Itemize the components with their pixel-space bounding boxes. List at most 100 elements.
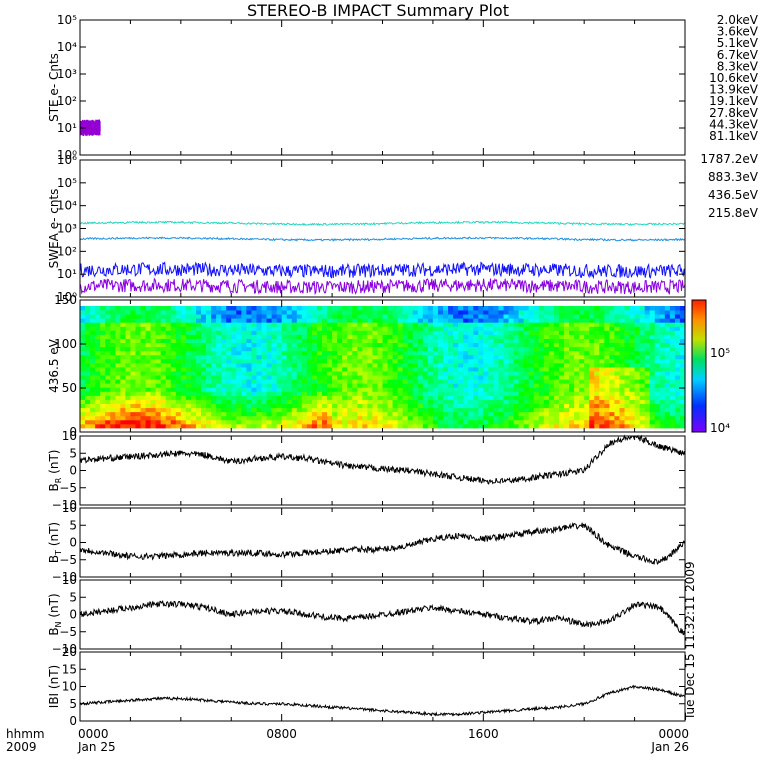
heatmap-cell (458, 326, 464, 331)
heatmap-cell (432, 342, 439, 348)
heatmap-cell (130, 330, 136, 335)
heatmap-cell (226, 306, 232, 311)
heatmap-cell (327, 411, 333, 417)
heatmap-cell (463, 326, 469, 331)
heatmap-cell (286, 367, 293, 372)
heatmap-cell (301, 326, 308, 331)
heatmap-cell (291, 354, 298, 360)
heatmap-cell (352, 371, 358, 376)
heatmap-cell (453, 407, 459, 413)
heatmap-cell (110, 330, 116, 335)
heatmap-cell (634, 306, 641, 311)
heatmap-cell (105, 342, 111, 348)
heatmap-cell (407, 407, 414, 413)
heatmap-cell (301, 310, 308, 315)
heatmap-cell (382, 354, 388, 360)
heatmap-cell (175, 318, 182, 323)
heatmap-cell (427, 403, 434, 409)
heatmap-cell (584, 310, 590, 315)
heatmap-cell (170, 306, 177, 311)
heatmap-cell (513, 338, 520, 343)
heatmap-cell (160, 403, 167, 409)
heatmap-cell (327, 415, 333, 421)
heatmap-cell (216, 306, 222, 311)
ytick-label: 10¹ (57, 121, 77, 135)
heatmap-cell (135, 330, 141, 335)
heatmap-cell (397, 358, 404, 364)
heatmap-cell (553, 415, 560, 421)
heatmap-cell (659, 330, 666, 335)
heatmap-cell (397, 387, 404, 392)
heatmap-cell (105, 395, 111, 400)
heatmap-cell (518, 346, 525, 352)
heatmap-cell (165, 346, 172, 352)
heatmap-cell (165, 399, 172, 404)
heatmap-cell (266, 350, 272, 356)
heatmap-cell (170, 399, 177, 404)
heatmap-cell (291, 338, 298, 343)
heatmap-cell (201, 391, 207, 396)
heatmap-cell (679, 415, 686, 421)
heatmap-cell (271, 403, 278, 409)
heatmap-cell (85, 334, 91, 339)
heatmap-cell (538, 407, 545, 413)
ytick-label: 100 (54, 337, 77, 351)
heatmap-cell (473, 338, 479, 343)
heatmap-cell (604, 306, 610, 311)
heatmap-cell (407, 338, 414, 343)
heatmap-cell (392, 330, 399, 335)
heatmap-cell (115, 362, 121, 368)
heatmap-cell (291, 387, 298, 392)
heatmap-cell (669, 330, 676, 335)
heatmap-cell (125, 367, 131, 372)
heatmap-cell (422, 391, 429, 396)
heatmap-cell (316, 403, 323, 409)
heatmap-cell (599, 383, 605, 388)
heatmap-cell (130, 379, 136, 384)
heatmap-cell (639, 415, 646, 421)
heatmap-cell (367, 342, 373, 348)
heatmap-cell (276, 314, 283, 319)
heatmap-cell (644, 423, 651, 429)
heatmap-cell (674, 399, 681, 404)
heatmap-cell (241, 362, 247, 368)
heatmap-cell (140, 358, 146, 364)
heatmap-cell (523, 379, 530, 384)
heatmap-cell (190, 358, 197, 364)
heatmap-cell (674, 330, 681, 335)
heatmap-cell (241, 338, 247, 343)
heatmap-cell (634, 362, 641, 368)
heatmap-cell (85, 415, 91, 421)
heatmap-cell (533, 330, 540, 335)
ytick-label: 10¹ (57, 267, 77, 281)
heatmap-cell (528, 334, 535, 339)
heatmap-cell (115, 346, 121, 352)
heatmap-cell (140, 367, 146, 372)
heatmap-cell (145, 407, 151, 413)
heatmap-cell (185, 310, 192, 315)
heatmap-cell (664, 350, 671, 356)
heatmap-cell (538, 334, 545, 339)
heatmap-cell (377, 415, 383, 421)
heatmap-cell (402, 350, 409, 356)
heatmap-cell (558, 391, 565, 396)
heatmap-cell (261, 342, 267, 348)
heatmap-cell (594, 395, 600, 400)
heatmap-cell (609, 419, 615, 425)
heatmap-cell (422, 367, 429, 372)
heatmap-cell (644, 379, 651, 384)
heatmap-cell (256, 371, 262, 376)
heatmap-cell (564, 346, 570, 352)
heatmap-cell (377, 322, 383, 327)
heatmap-cell (140, 419, 146, 425)
heatmap-cell (332, 395, 338, 400)
heatmap-cell (195, 403, 202, 409)
heatmap-cell (357, 306, 363, 311)
heatmap-cell (619, 419, 625, 425)
heatmap-cell (347, 330, 353, 335)
heatmap-cell (190, 342, 197, 348)
heatmap-cell (644, 306, 651, 311)
heatmap-cell (266, 399, 272, 404)
heatmap-cell (468, 387, 474, 392)
